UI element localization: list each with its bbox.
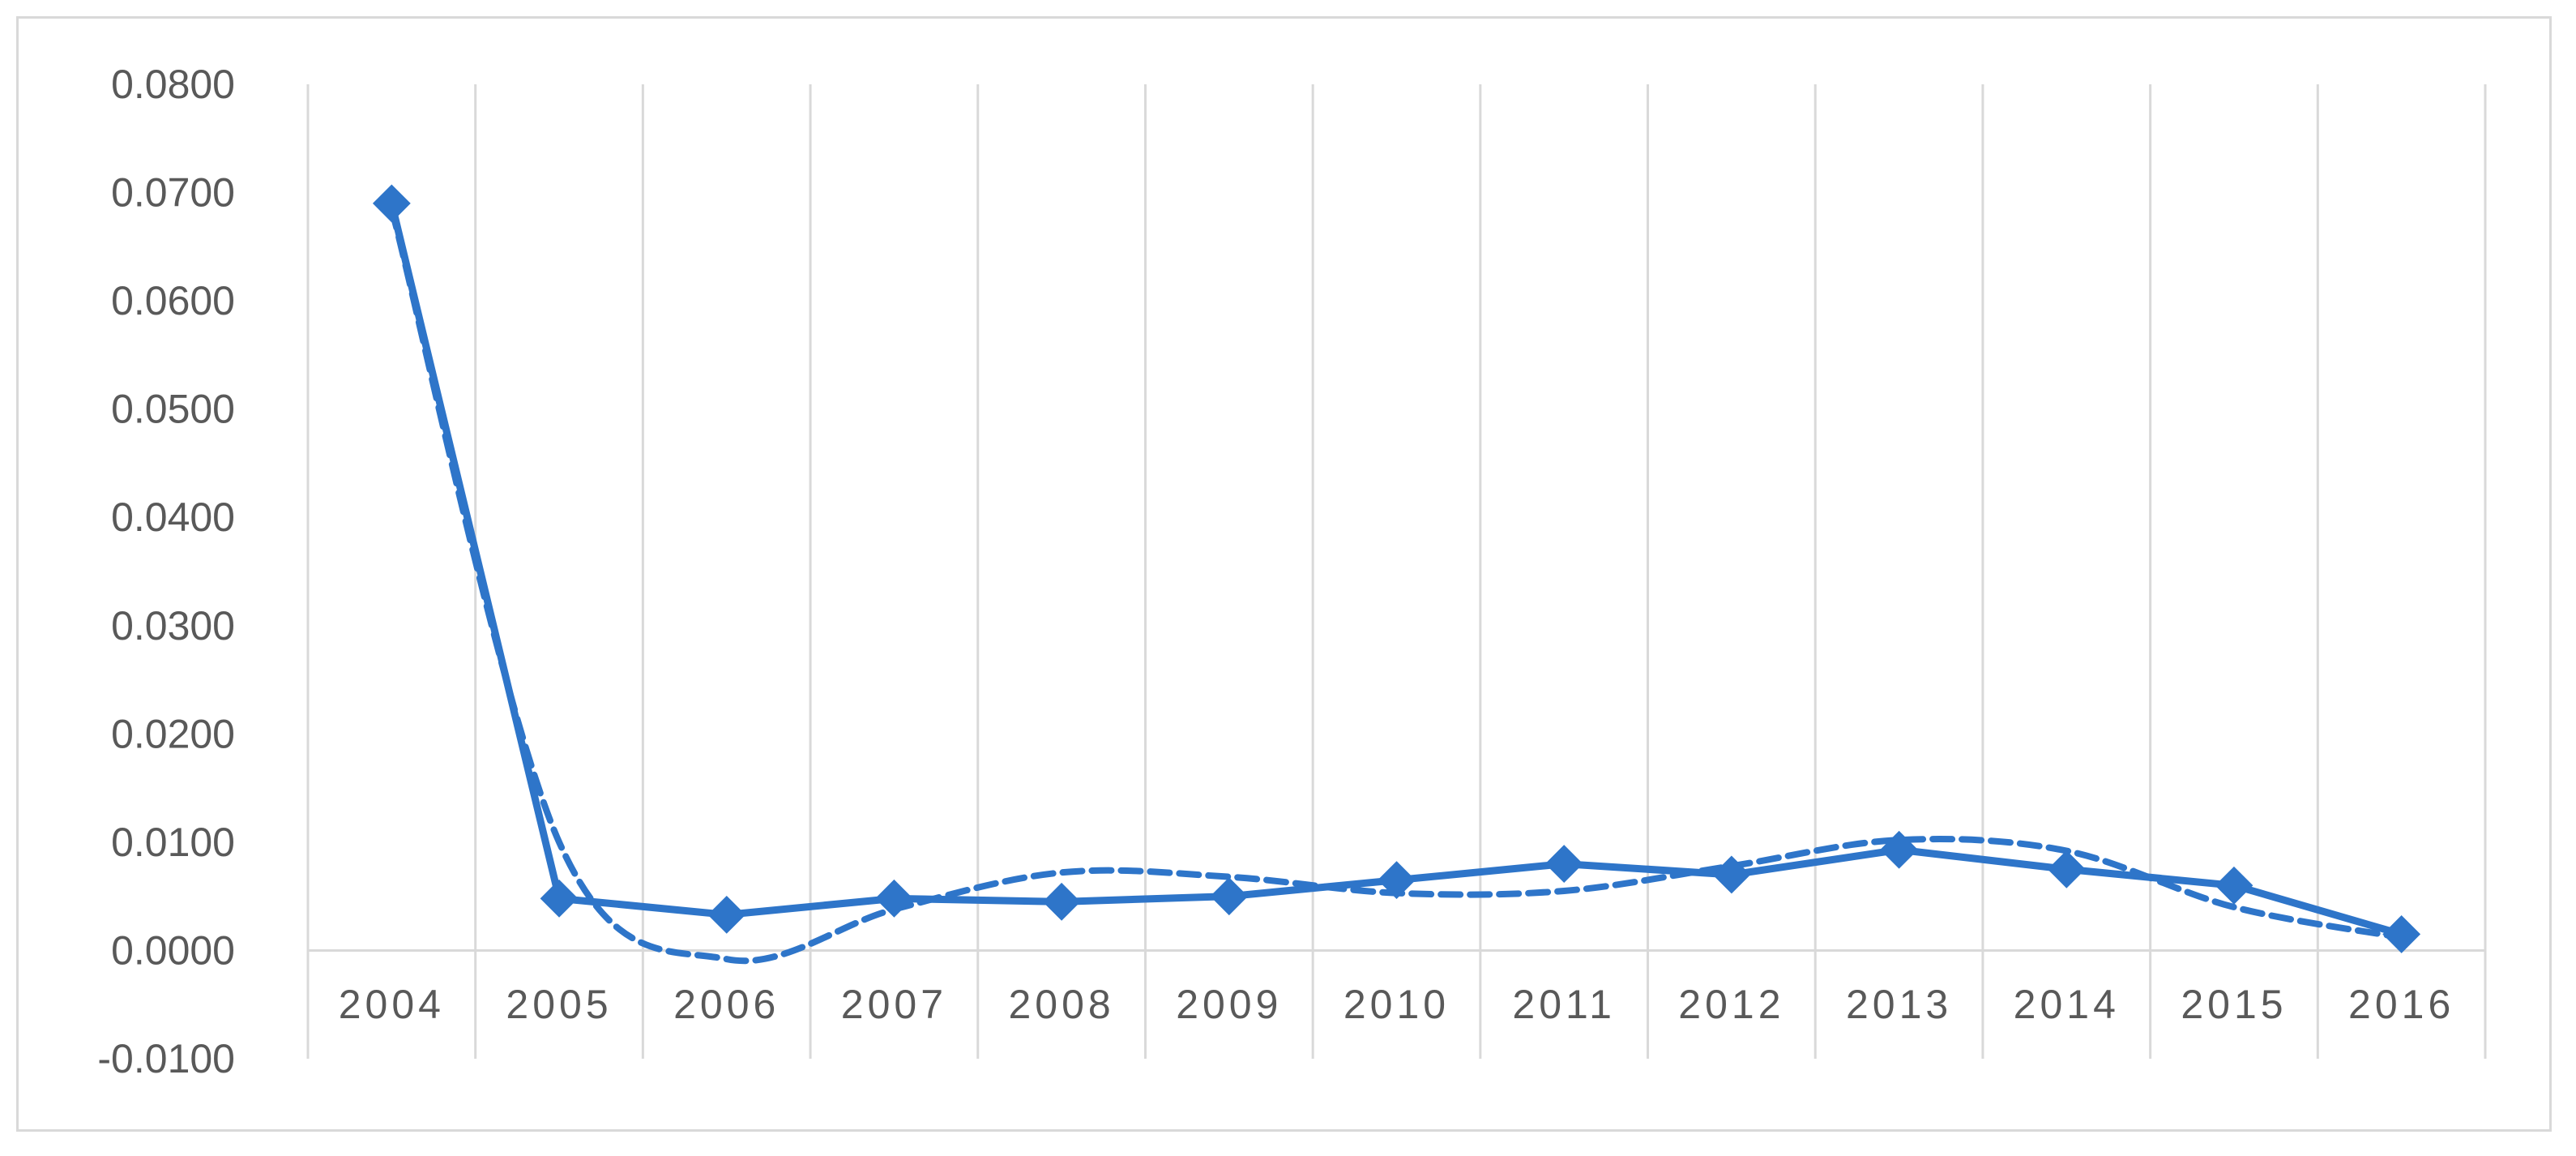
y-tick-label: 0.0100 [111,820,235,865]
y-tick-label: 0.0300 [111,603,235,649]
x-tick-label: 2005 [506,982,612,1027]
data-point-marker [1880,830,1918,869]
y-tick-label: 0.0400 [111,495,235,540]
x-tick-label: 2016 [2348,982,2454,1027]
x-tick-label: 2014 [2014,982,2120,1027]
chart-area [16,16,2552,1132]
data-point-marker [1712,855,1751,894]
x-tick-label: 2004 [339,982,445,1027]
x-tick-label: 2011 [1512,982,1616,1027]
dashed-trend-line [388,205,2405,965]
solid-series-line [387,202,2403,938]
data-point-marker [1378,861,1416,900]
x-tick-label: 2010 [1344,982,1450,1027]
data-point-marker [1544,845,1583,884]
data-point-marker [540,879,579,918]
y-tick-label: 0.0800 [111,62,235,107]
x-tick-label: 2013 [1846,982,1952,1027]
data-point-marker [875,879,913,918]
y-tick-label: 0.0200 [111,711,235,756]
data-point-marker [1042,882,1081,921]
y-tick-label: 0.0500 [111,387,235,432]
data-point-marker [1210,877,1249,916]
data-point-marker [2215,866,2253,905]
x-tick-label: 2008 [1008,982,1114,1027]
x-tick-label: 2007 [841,982,947,1027]
data-point-marker [707,895,746,934]
x-tick-label: 2009 [1176,982,1282,1027]
y-tick-label: 0.0000 [111,927,235,973]
x-tick-label: 2015 [2181,982,2287,1027]
data-point-marker [2047,850,2086,888]
y-tick-label: 0.0700 [111,170,235,216]
x-tick-label: 2012 [1678,982,1784,1027]
data-point-marker [2382,914,2421,953]
data-point-marker [372,184,411,223]
y-tick-label: 0.0600 [111,278,235,323]
y-tick-label: -0.0100 [97,1036,235,1081]
x-tick-label: 2006 [673,982,780,1027]
